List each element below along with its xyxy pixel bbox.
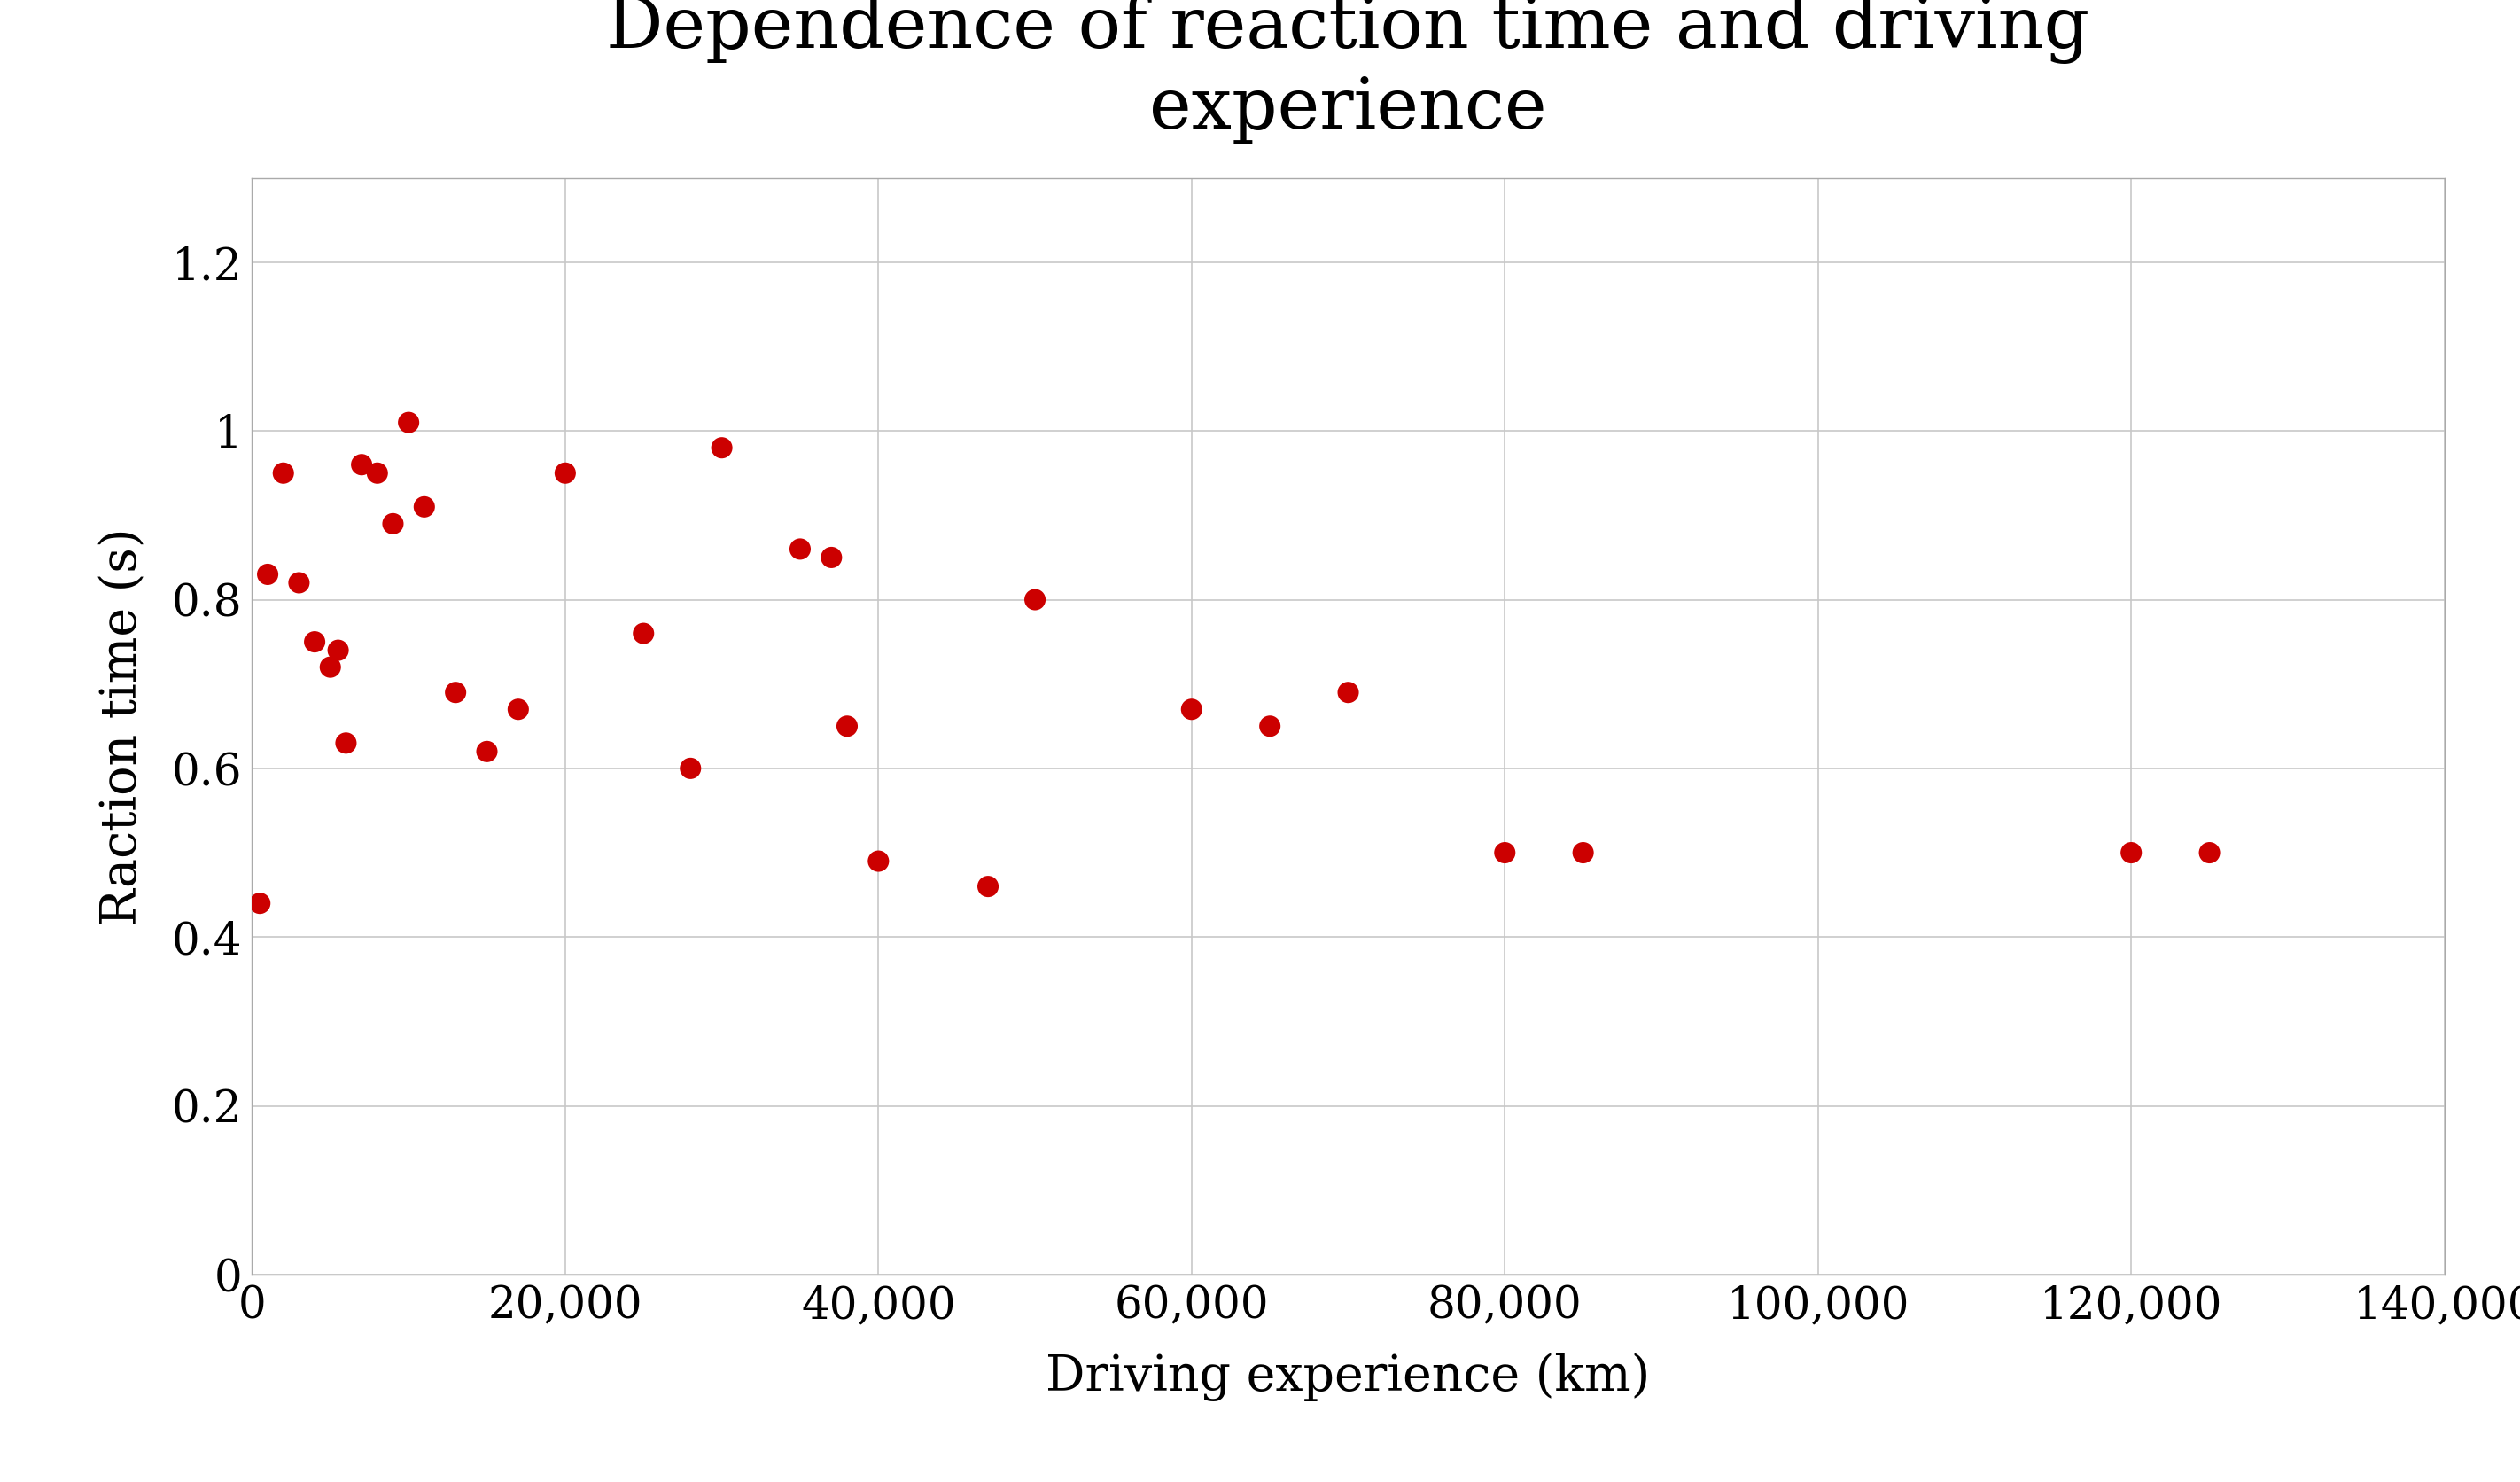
Point bbox=[358, 461, 398, 485]
Point bbox=[622, 621, 663, 645]
Point bbox=[247, 563, 287, 587]
Point bbox=[310, 655, 350, 679]
Point bbox=[318, 639, 358, 662]
Point bbox=[388, 411, 428, 434]
Point bbox=[239, 892, 280, 916]
Point bbox=[373, 511, 413, 535]
Point bbox=[325, 731, 365, 754]
Point bbox=[1484, 840, 1525, 864]
Point bbox=[499, 698, 539, 722]
Point bbox=[2112, 840, 2152, 864]
Point bbox=[859, 849, 900, 873]
Point bbox=[544, 461, 585, 485]
X-axis label: Driving experience (km): Driving experience (km) bbox=[1046, 1353, 1651, 1402]
Point bbox=[295, 630, 335, 654]
Point bbox=[670, 756, 711, 780]
Point bbox=[968, 874, 1008, 898]
Point bbox=[1016, 588, 1056, 612]
Point bbox=[436, 680, 476, 704]
Point bbox=[1562, 840, 1603, 864]
Point bbox=[262, 461, 302, 485]
Point bbox=[343, 453, 383, 477]
Point bbox=[466, 740, 507, 763]
Point bbox=[701, 436, 741, 459]
Point bbox=[2190, 840, 2230, 864]
Point bbox=[1250, 714, 1290, 738]
Title: Dependence of reaction time and driving
experience: Dependence of reaction time and driving … bbox=[607, 0, 2089, 144]
Point bbox=[811, 545, 852, 569]
Y-axis label: Raction time (s): Raction time (s) bbox=[98, 528, 146, 925]
Point bbox=[403, 495, 444, 519]
Point bbox=[827, 714, 867, 738]
Point bbox=[1328, 680, 1368, 704]
Point bbox=[781, 536, 822, 560]
Point bbox=[1172, 698, 1212, 722]
Point bbox=[280, 571, 320, 594]
